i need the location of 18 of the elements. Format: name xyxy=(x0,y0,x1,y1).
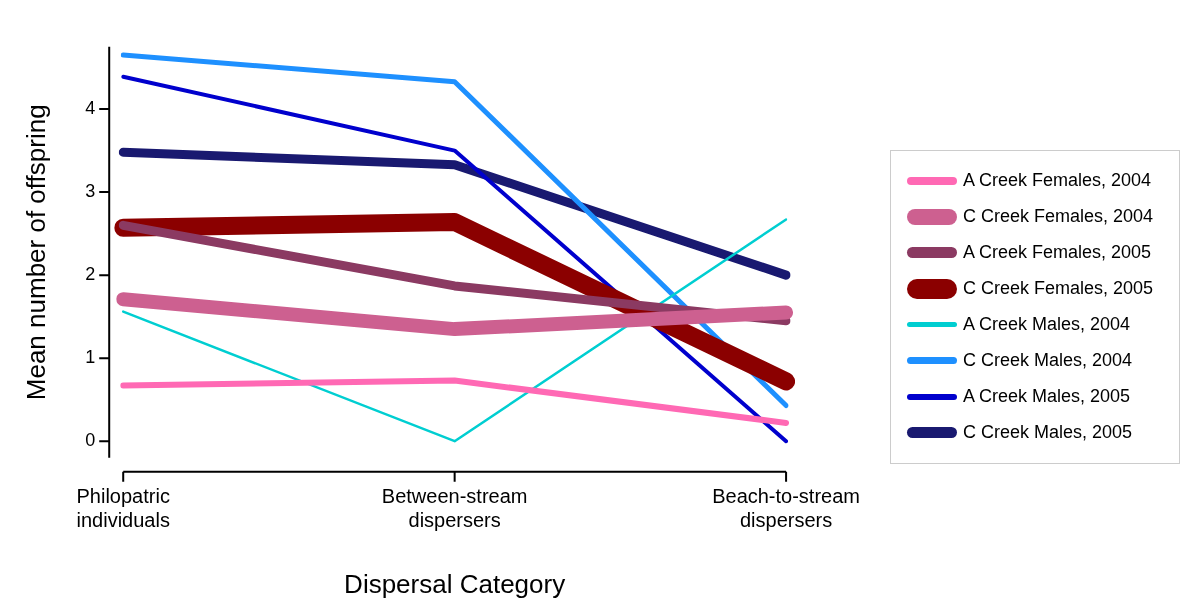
x-tick-label: Between-stream dispersers xyxy=(381,485,528,532)
legend-label: A Creek Males, 2005 xyxy=(963,386,1131,407)
y-tick-label: 0 xyxy=(85,430,96,451)
y-axis-title: Mean number of offspring xyxy=(20,104,51,401)
y-tick-label: 3 xyxy=(85,181,96,202)
legend-label: C Creek Males, 2004 xyxy=(963,350,1133,371)
y-tick-label: 4 xyxy=(85,98,96,119)
legend-label: A Creek Males, 2004 xyxy=(963,314,1131,335)
legend-label: C Creek Females, 2005 xyxy=(963,278,1154,299)
legend-label: C Creek Females, 2004 xyxy=(963,206,1154,227)
y-tick-label: 1 xyxy=(85,347,96,368)
x-tick-label: Beach-to-stream dispersers xyxy=(712,485,861,532)
legend-label: A Creek Females, 2004 xyxy=(963,170,1152,191)
x-axis-title: Dispersal Category xyxy=(344,568,566,599)
y-tick-label: 2 xyxy=(85,264,96,285)
legend-label: A Creek Females, 2005 xyxy=(963,242,1152,263)
x-tick-label: Philopatric individuals xyxy=(76,485,170,532)
legend-label: C Creek Males, 2005 xyxy=(963,422,1133,443)
